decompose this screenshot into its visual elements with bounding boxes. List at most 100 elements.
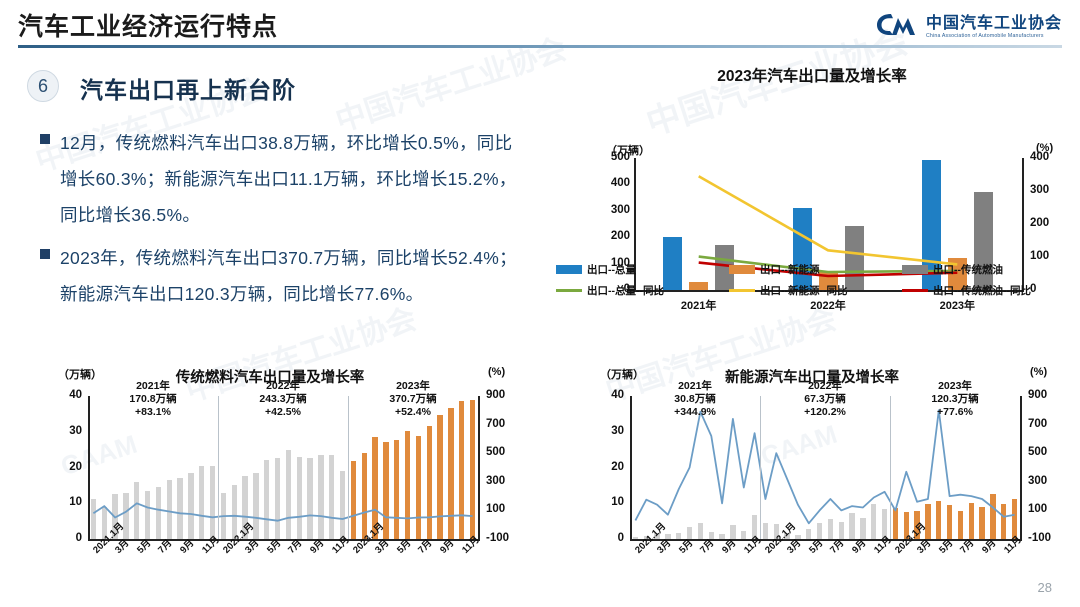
legend-item[interactable]: 出口--传统燃油 xyxy=(902,262,1075,277)
monthly-bar xyxy=(339,471,346,539)
monthly-bar xyxy=(253,472,259,539)
y-tick-right: 400 xyxy=(1030,151,1050,163)
y-tick-right: 200 xyxy=(1030,217,1050,229)
monthly-bar xyxy=(881,509,888,539)
year-separator xyxy=(890,396,891,539)
bullet-square-icon xyxy=(40,134,50,144)
monthly-bar xyxy=(827,518,834,539)
monthly-bar xyxy=(264,460,270,539)
monthly-bar xyxy=(751,514,758,539)
bullet-item: 2023年，传统燃料汽车出口370.7万辆，同比增长52.4%；新能源汽车出口1… xyxy=(40,240,530,312)
y-axis-unit-right: (%) xyxy=(1036,142,1054,154)
legend-item[interactable]: 出口--总量--同比 xyxy=(556,283,729,298)
annot-year: 2023年 xyxy=(938,380,972,392)
brand-logo: 中国汽车工业协会 China Association of Automobile… xyxy=(875,9,1062,39)
y-tick-left: 0 xyxy=(617,532,624,544)
monthly-bar xyxy=(329,455,335,539)
annot-growth: +344.9% xyxy=(674,406,716,418)
y-axis-left xyxy=(630,396,632,539)
x-axis-label: 2022年 xyxy=(810,300,846,312)
y-axis-unit-right: (%) xyxy=(488,366,506,378)
legend-label: 出口--传统燃油--同比 xyxy=(933,285,1031,297)
y-tick-left: 100 xyxy=(610,256,630,269)
y-axis-unit-left: （万辆） xyxy=(600,369,644,381)
growth-rate-line xyxy=(92,502,473,522)
legend-item[interactable]: 出口--新能源--同比 xyxy=(729,283,902,298)
year-annotation: 2021年 30.8万辆 +344.9% xyxy=(640,380,750,419)
y-axis-unit-left: （万辆） xyxy=(58,369,102,381)
growth-line-layer xyxy=(634,409,1015,525)
growth-line-layer xyxy=(92,502,473,522)
annot-year: 2022年 xyxy=(808,380,842,392)
page-title: 汽车工业经济运行特点 xyxy=(18,13,279,41)
monthly-bar xyxy=(806,528,812,539)
annot-year: 2023年 xyxy=(396,380,430,392)
legend-label: 出口--传统燃油 xyxy=(933,264,1003,276)
legend-item[interactable]: 出口--传统燃油--同比 xyxy=(902,283,1075,298)
section-number: 6 xyxy=(37,75,48,96)
y-tick-right: 100 xyxy=(1030,250,1050,262)
legend-swatch xyxy=(729,289,755,292)
monthly-bar xyxy=(155,487,162,539)
page-number: 28 xyxy=(1037,580,1052,595)
y-axis-unit-left: （万辆） xyxy=(606,145,650,157)
slide-header: 汽车工业经济运行特点 中国汽车工业协会 China Association of… xyxy=(0,0,1080,50)
monthly-bar xyxy=(643,536,649,539)
bullet-text: 2023年，传统燃料汽车出口370.7万辆，同比增长52.4%；新能源汽车出口1… xyxy=(60,248,517,304)
monthly-bar xyxy=(459,401,465,539)
y-tick-left: 30 xyxy=(69,424,82,437)
bar-出口--总量 xyxy=(921,160,941,290)
y-tick-left: 10 xyxy=(611,496,624,509)
y-tick-left: 0 xyxy=(75,532,82,544)
chart-legend: 出口--总量 出口--新能源 出口--传统燃油出口--总量--同比 出口--新能源--… xyxy=(556,262,1076,304)
y-tick-left: 300 xyxy=(610,203,630,216)
monthly-bar xyxy=(361,453,367,539)
legend-row: 出口--总量 出口--新能源 出口--传统燃油 xyxy=(556,262,1076,277)
y-tick-left: 20 xyxy=(611,460,624,473)
legend-swatch xyxy=(556,265,582,274)
year-annotation: 2022年 67.3万辆 +120.2% xyxy=(770,380,880,419)
plot-area xyxy=(88,396,478,539)
monthly-bar xyxy=(383,442,389,539)
year-separator xyxy=(218,396,219,539)
annot-growth: +77.6% xyxy=(937,406,973,418)
y-axis-left xyxy=(634,158,636,290)
monthly-bar xyxy=(741,530,747,539)
monthly-bar xyxy=(849,512,855,539)
y-tick-right: 500 xyxy=(1028,446,1048,459)
monthly-bar xyxy=(957,511,964,539)
annot-total: 30.8万辆 xyxy=(674,393,716,405)
legend-row: 出口--总量--同比 出口--新能源--同比 出口--传统燃油--同比 xyxy=(556,283,1076,298)
year-separator xyxy=(348,396,349,539)
monthly-bar xyxy=(816,523,823,539)
bar-出口--新能源 xyxy=(689,281,709,290)
y-tick-left: 40 xyxy=(69,389,82,401)
y-tick-left: 200 xyxy=(610,230,630,243)
y-tick-right: 900 xyxy=(1028,389,1048,401)
monthly-bar xyxy=(90,498,97,539)
y-axis-right xyxy=(1022,158,1024,290)
monthly-bar xyxy=(665,533,671,539)
y-tick-right: 300 xyxy=(1028,474,1048,487)
year-separator xyxy=(760,396,761,539)
monthly-bar xyxy=(968,503,974,539)
y-tick-right: 700 xyxy=(486,417,506,430)
monthly-bar xyxy=(274,457,281,539)
section-heading: 汽车出口再上新台阶 xyxy=(80,77,296,103)
header-divider xyxy=(18,45,1062,48)
monthly-bar xyxy=(209,465,216,539)
y-tick-left: 40 xyxy=(611,389,624,401)
logo-text-cn: 中国汽车工业协会 xyxy=(925,15,1062,32)
y-tick-right: 0 xyxy=(1030,283,1037,295)
legend-item[interactable]: 出口--总量 xyxy=(556,262,729,277)
legend-item[interactable]: 出口--新能源 xyxy=(729,262,902,277)
bullet-square-icon xyxy=(40,249,50,259)
year-annotation: 2022年 243.3万辆 +42.5% xyxy=(228,380,338,419)
y-tick-right: 100 xyxy=(486,503,506,516)
legend-label: 出口--新能源 xyxy=(760,264,820,276)
monthly-bar xyxy=(871,503,877,539)
monthly-bar xyxy=(394,440,400,539)
legend-swatch xyxy=(729,265,755,274)
annot-growth: +52.4% xyxy=(395,406,431,418)
line-出口--新能源--同比 xyxy=(698,175,958,266)
